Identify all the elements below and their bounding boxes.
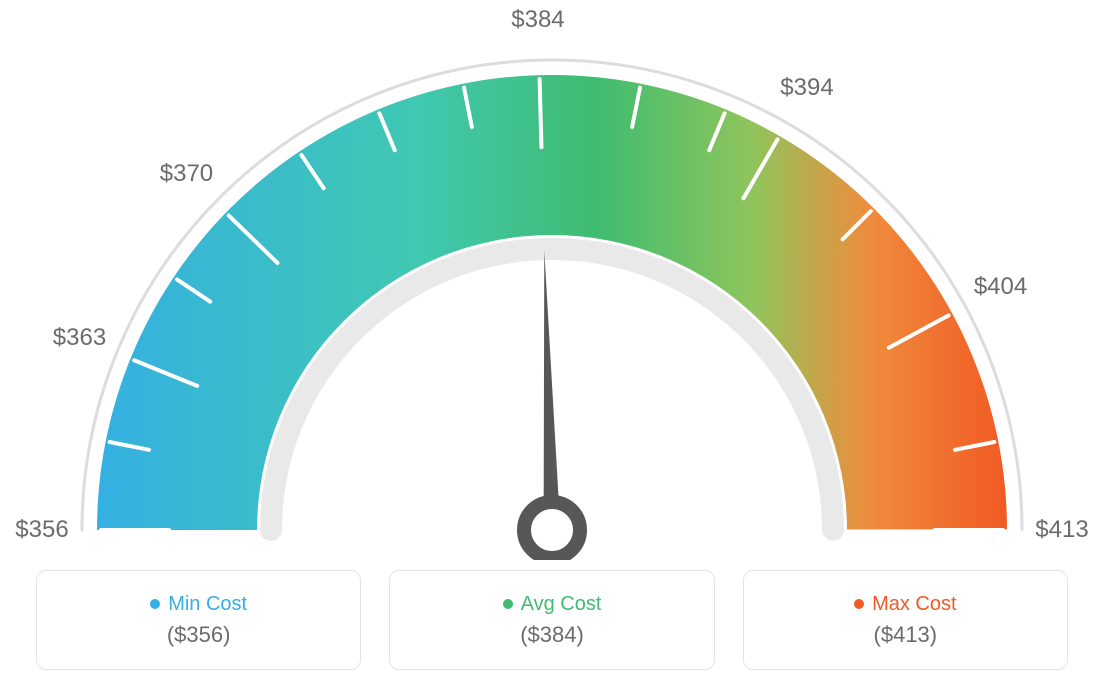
gauge-svg	[0, 0, 1104, 560]
legend-title-max: Max Cost	[872, 593, 956, 616]
dot-min	[150, 599, 160, 609]
legend-value-max: ($413)	[874, 622, 938, 648]
legend-value-avg: ($384)	[520, 622, 584, 648]
gauge-tick-label: $384	[511, 6, 564, 34]
gauge-tick-label: $356	[15, 516, 68, 544]
legend-title-row-min: Min Cost	[150, 593, 247, 616]
legend-value-min: ($356)	[167, 622, 231, 648]
legend-title-row-avg: Avg Cost	[503, 593, 602, 616]
cost-gauge: $356 $363 $370 $384 $394 $404 $413	[0, 0, 1104, 560]
legend-title-min: Min Cost	[168, 593, 247, 616]
gauge-tick-label: $404	[974, 273, 1027, 301]
dot-avg	[503, 599, 513, 609]
legend-title-row-max: Max Cost	[854, 593, 956, 616]
dot-max	[854, 599, 864, 609]
gauge-tick-label: $363	[53, 324, 106, 352]
legend-card-avg: Avg Cost ($384)	[389, 570, 714, 670]
gauge-tick-label: $394	[780, 74, 833, 102]
gauge-tick-label: $413	[1035, 516, 1088, 544]
legend-card-min: Min Cost ($356)	[36, 570, 361, 670]
gauge-tick-label: $370	[160, 160, 213, 188]
legend-card-max: Max Cost ($413)	[743, 570, 1068, 670]
legend-row: Min Cost ($356) Avg Cost ($384) Max Cost…	[0, 570, 1104, 690]
legend-title-avg: Avg Cost	[521, 593, 602, 616]
